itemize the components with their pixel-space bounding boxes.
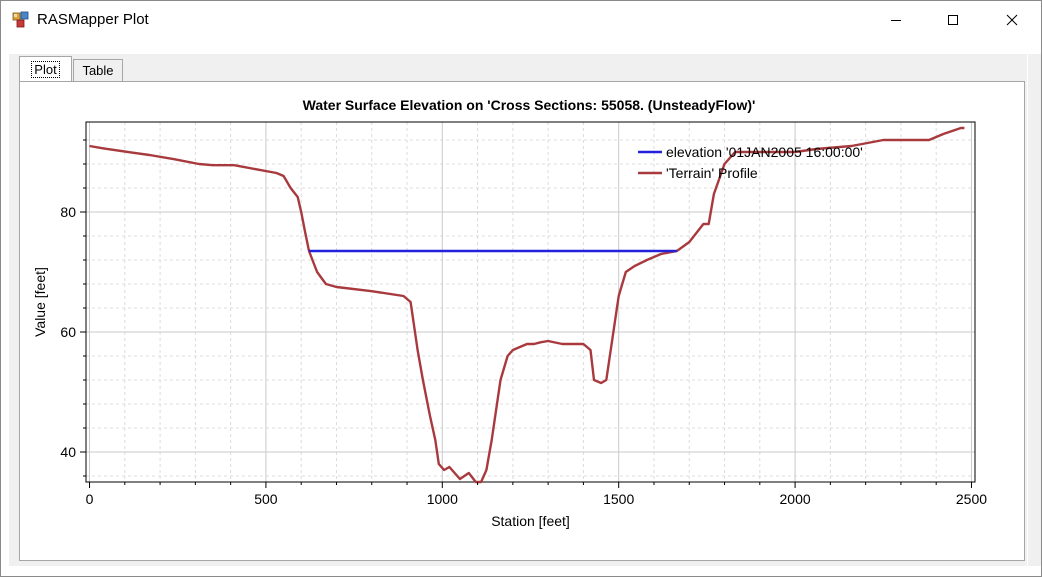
legend: elevation '01JAN2005 16:00:00' 'Terrain' … — [638, 144, 863, 181]
rasmapper-plot-icon — [12, 11, 29, 28]
y-tick-label: 40 — [60, 444, 76, 460]
grid-major — [86, 122, 975, 482]
x-tick-label: 1000 — [427, 491, 458, 507]
grid-minor — [86, 122, 975, 482]
x-tick-label: 500 — [254, 491, 278, 507]
close-icon — [1006, 14, 1018, 26]
close-button[interactable] — [989, 1, 1035, 39]
y-tick-label: 60 — [60, 324, 76, 340]
series-terrain-line — [89, 126, 965, 484]
ticks-layer: 0 500 1000 1500 2000 2500 40 60 80 — [60, 139, 987, 507]
series-layer — [89, 126, 965, 484]
tab-plot-label: Plot — [31, 60, 60, 78]
title-bar[interactable]: RASMapper Plot — [1, 1, 1041, 39]
minimize-icon — [891, 20, 901, 21]
plot-frame — [85, 121, 976, 483]
minimize-button[interactable] — [873, 1, 919, 39]
tab-table[interactable]: Table — [73, 59, 123, 81]
window-title: RASMapper Plot — [37, 11, 149, 28]
tab-plot[interactable]: Plot — [19, 56, 72, 81]
legend-label: elevation '01JAN2005 16:00:00' — [666, 144, 863, 160]
maximize-button[interactable] — [930, 1, 976, 39]
y-axis-label: Value [feet] — [32, 267, 48, 337]
chart-title: Water Surface Elevation on 'Cross Sectio… — [303, 97, 756, 113]
x-tick-label: 1500 — [603, 491, 634, 507]
legend-label: 'Terrain' Profile — [666, 165, 758, 181]
water-surface-chart[interactable]: Water Surface Elevation on 'Cross Sectio… — [12, 81, 1017, 558]
client-area: Plot Table — [9, 54, 1027, 566]
window-edge — [1028, 54, 1041, 566]
y-tick-label: 80 — [60, 204, 76, 220]
maximize-icon — [948, 15, 958, 25]
x-tick-label: 2500 — [956, 491, 987, 507]
x-tick-label: 2000 — [780, 491, 811, 507]
x-tick-label: 0 — [86, 491, 94, 507]
tab-table-label: Table — [82, 63, 114, 78]
x-axis-label: Station [feet] — [491, 513, 570, 529]
